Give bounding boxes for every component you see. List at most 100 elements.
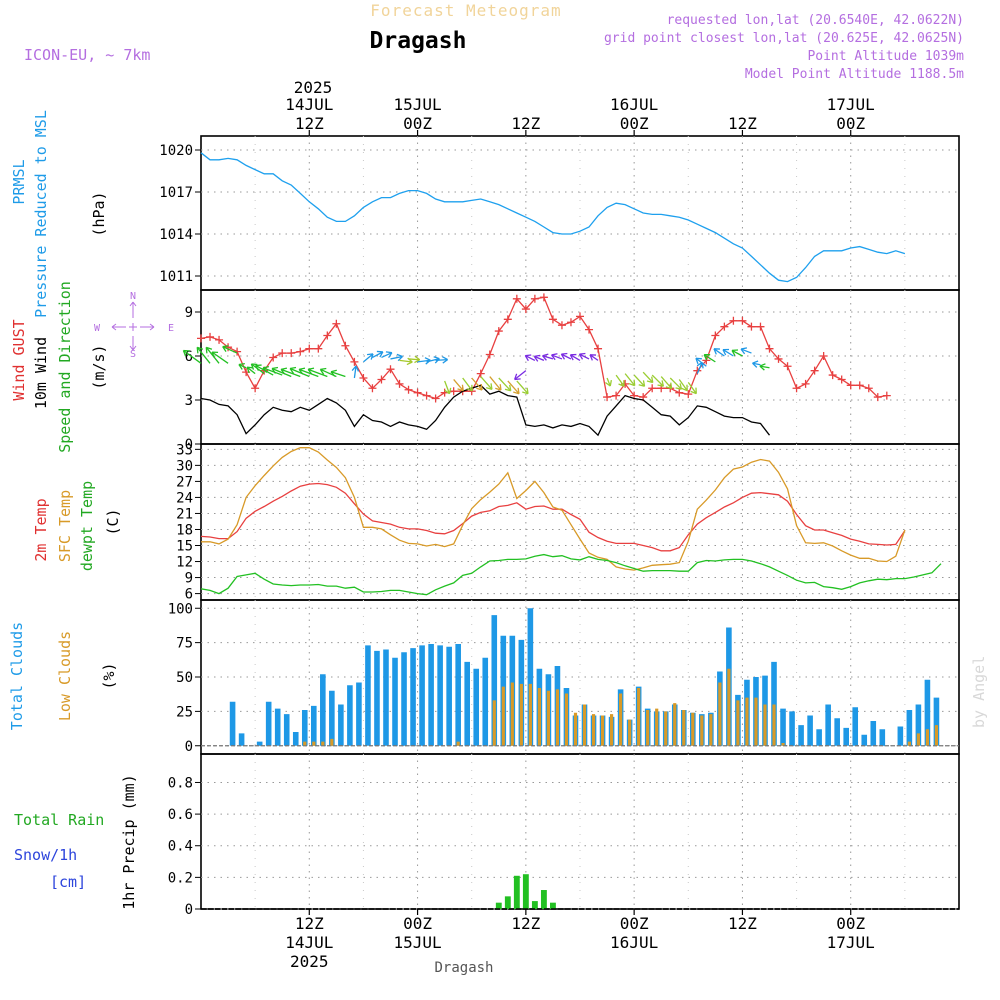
bar-low	[718, 682, 722, 746]
bottom-time-label: 15JUL	[393, 933, 441, 952]
wind-arrow-head	[681, 384, 688, 392]
wind-arrow	[408, 355, 421, 364]
y-tick-label: 6	[185, 587, 193, 603]
y-tick-label: 0.4	[168, 839, 193, 855]
wind-arrow-shaft	[183, 350, 202, 364]
bar-total	[301, 710, 308, 746]
y-tick-label: 0	[185, 739, 193, 755]
compass-s: S	[130, 349, 136, 360]
y-tick-label: 12	[176, 555, 193, 571]
top-time-label: 12Z	[511, 114, 540, 133]
gust-point	[476, 369, 485, 378]
bar-total	[924, 679, 931, 746]
wind-arrow-shaft	[534, 355, 545, 361]
wind-arrow-shaft	[444, 380, 451, 394]
wind-arrow	[660, 376, 673, 390]
gust-point	[756, 322, 765, 331]
wind-arrow-head	[457, 384, 464, 392]
gust-point	[729, 316, 738, 325]
wind-arrow-shaft	[381, 352, 393, 359]
wind-arrow-shaft	[471, 377, 483, 391]
wind-arrow-head	[444, 387, 452, 395]
wind-arrow-head	[271, 366, 279, 374]
wind-arrow	[624, 373, 636, 387]
bar-total	[464, 661, 470, 746]
wind-arrow-head	[690, 387, 697, 395]
wind-arrow-shaft	[489, 376, 502, 391]
wind-arrow-head	[628, 379, 636, 387]
wind-arrow-shaft	[752, 362, 761, 366]
wind-arrow	[381, 351, 393, 359]
wind-arrow-head	[250, 363, 258, 370]
wind-arrow-shaft	[222, 346, 238, 354]
footer-location: Dragash	[434, 960, 493, 976]
bar-total	[807, 715, 813, 746]
bar-low	[907, 741, 911, 746]
wind-arrow-head	[205, 346, 213, 354]
pressure-unit: (hPa)	[90, 191, 108, 236]
wind-arrow-head	[524, 354, 532, 362]
wind-arrow-head	[485, 383, 493, 390]
wind-arrow	[516, 380, 529, 395]
y-tick-label: 0	[185, 902, 193, 918]
wind-arrow	[507, 380, 520, 395]
bar-low	[573, 712, 578, 746]
bar-total	[933, 697, 940, 746]
model-label: ICON-EU, ~ 7km	[24, 46, 150, 64]
wind-arrow	[687, 382, 697, 395]
gust-point	[585, 325, 594, 334]
gust-point	[296, 347, 305, 356]
wind-arrow-shaft	[615, 374, 625, 387]
wind-arrow-head	[330, 369, 337, 377]
gust-point	[539, 293, 548, 302]
compass-rose: N S W E	[94, 291, 174, 360]
y-tick-label: 75	[176, 636, 193, 652]
wind-arrow	[752, 360, 761, 368]
wind-arrow	[589, 354, 599, 361]
gust-point	[594, 344, 603, 353]
gust-point	[873, 393, 882, 402]
top-time-label: 00Z	[836, 114, 865, 133]
gust-point	[846, 381, 855, 390]
bar-total	[265, 701, 272, 746]
gust-point	[332, 319, 341, 328]
bar-low	[582, 704, 587, 746]
labels-layer: PRMSL Pressure Reduced to MSL (hPa) Wind GU…	[8, 95, 875, 971]
low-clouds-label: Low Clouds	[56, 631, 74, 721]
compass-e: E	[168, 323, 174, 334]
wind-arrow	[642, 371, 654, 384]
bar-low	[664, 711, 668, 746]
wind-arrow-head	[280, 367, 288, 375]
wind-arrow-head	[695, 357, 702, 365]
y-tick-label: 25	[176, 704, 193, 720]
wind-arrow-shaft	[435, 358, 448, 362]
bottom-time-label: 12Z	[295, 914, 324, 933]
wind-arrow-shaft	[480, 376, 493, 390]
wind-arrow-head	[442, 356, 449, 364]
gust-point	[386, 365, 395, 374]
gust-point	[485, 350, 494, 359]
bar-low	[700, 715, 704, 746]
bar-low	[781, 743, 785, 746]
wind-arrow-shaft	[462, 377, 473, 392]
point-altitude: Point Altitude 1039m	[807, 49, 964, 64]
wind-arrow-head	[196, 346, 204, 354]
gust-point	[675, 388, 684, 397]
bar-low	[925, 729, 929, 746]
wind-arrow-shaft	[642, 371, 654, 383]
gust-point	[305, 344, 314, 353]
wind-arrow-head	[551, 353, 558, 361]
wind-arrow-shaft	[703, 354, 716, 363]
wind-arrow-head	[476, 383, 483, 391]
wind-arrow-shaft	[271, 367, 292, 378]
wind-arrow-head	[522, 387, 529, 395]
bar-total	[401, 652, 407, 746]
bar-total	[437, 645, 443, 746]
y-tick-label: 9	[185, 305, 193, 321]
gust-point	[566, 318, 575, 327]
wind-arrow	[196, 346, 211, 364]
wind-arrow-shaft	[372, 351, 384, 359]
top-time-label: 15JUL	[393, 95, 441, 114]
